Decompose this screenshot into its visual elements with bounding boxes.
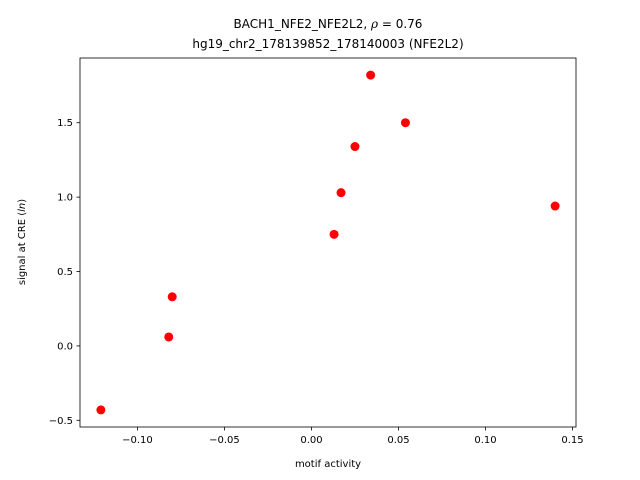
y-tick-label: 0.5 bbox=[57, 267, 73, 278]
x-tick-label: −0.05 bbox=[209, 435, 240, 446]
data-point bbox=[96, 405, 106, 415]
x-axis-label: motif activity bbox=[295, 459, 361, 470]
chart-title: BACH1_NFE2_NFE2L2, ρ = 0.76 bbox=[234, 17, 423, 31]
y-tick-label: 0.0 bbox=[57, 341, 73, 352]
chart-subtitle: hg19_chr2_178139852_178140003 (NFE2L2) bbox=[192, 37, 463, 51]
x-tick-label: 0.15 bbox=[561, 435, 583, 446]
data-point bbox=[167, 292, 177, 302]
data-point bbox=[329, 229, 339, 239]
data-point bbox=[400, 118, 410, 128]
data-point bbox=[350, 142, 360, 152]
y-tick-label: 1.0 bbox=[57, 193, 73, 204]
axes-frame bbox=[79, 57, 577, 428]
data-point bbox=[550, 201, 560, 211]
x-tick-label: −0.10 bbox=[122, 435, 153, 446]
x-tick-label: 0.00 bbox=[300, 435, 322, 446]
data-point bbox=[164, 332, 174, 342]
data-point bbox=[336, 188, 346, 198]
y-tick-label: 1.5 bbox=[57, 118, 73, 129]
y-axis-label: signal at CRE (ln) bbox=[17, 199, 28, 285]
x-tick-label: 0.10 bbox=[474, 435, 496, 446]
data-point bbox=[366, 70, 376, 80]
y-tick-label: −0.5 bbox=[49, 416, 73, 427]
plot-area: −0.10 −0.05 0.00 0.05 0.10 0.15 −0.5 0.0 0.5 1.0 1… bbox=[49, 57, 584, 446]
x-tick-label: 0.05 bbox=[387, 435, 409, 446]
